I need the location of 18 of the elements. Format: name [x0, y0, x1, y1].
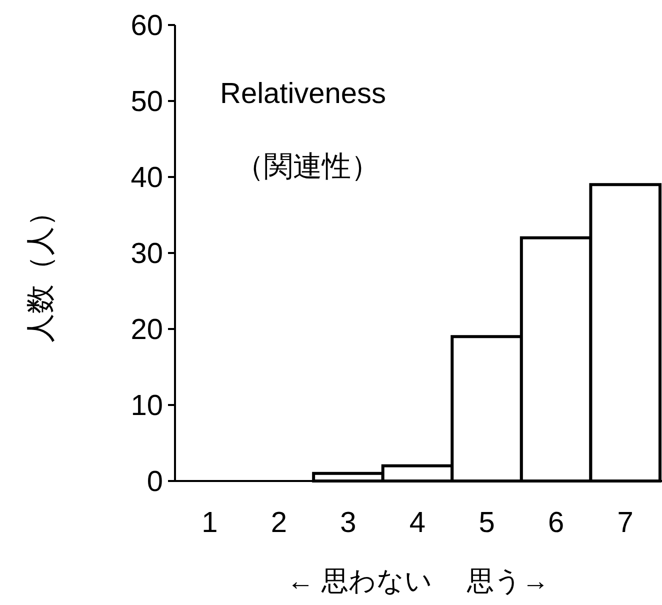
x-tick-label: 2: [270, 507, 287, 539]
y-tick-label: 10: [130, 390, 163, 422]
text: （関連性）: [235, 151, 380, 183]
x-tick-label: 6: [548, 507, 564, 539]
y-tick-label: 50: [130, 86, 163, 118]
y-tick-label: 20: [130, 314, 163, 346]
y-tick-label: 40: [130, 162, 163, 194]
y-axis-title: 人数（人）: [25, 198, 57, 342]
x-axis-title: ← 思わない 思う→: [286, 566, 550, 596]
x-tick-label: 7: [617, 507, 634, 539]
x-tick-label: 5: [478, 507, 495, 539]
x-tick-label: 3: [340, 507, 356, 539]
y-tick-label: 30: [130, 238, 163, 270]
y-tick-label: 0: [146, 466, 163, 498]
x-tick-label: 1: [202, 507, 218, 539]
x-tick-label: 4: [409, 507, 426, 539]
text: Relativeness: [220, 78, 386, 110]
y-tick-label: 60: [130, 10, 163, 42]
